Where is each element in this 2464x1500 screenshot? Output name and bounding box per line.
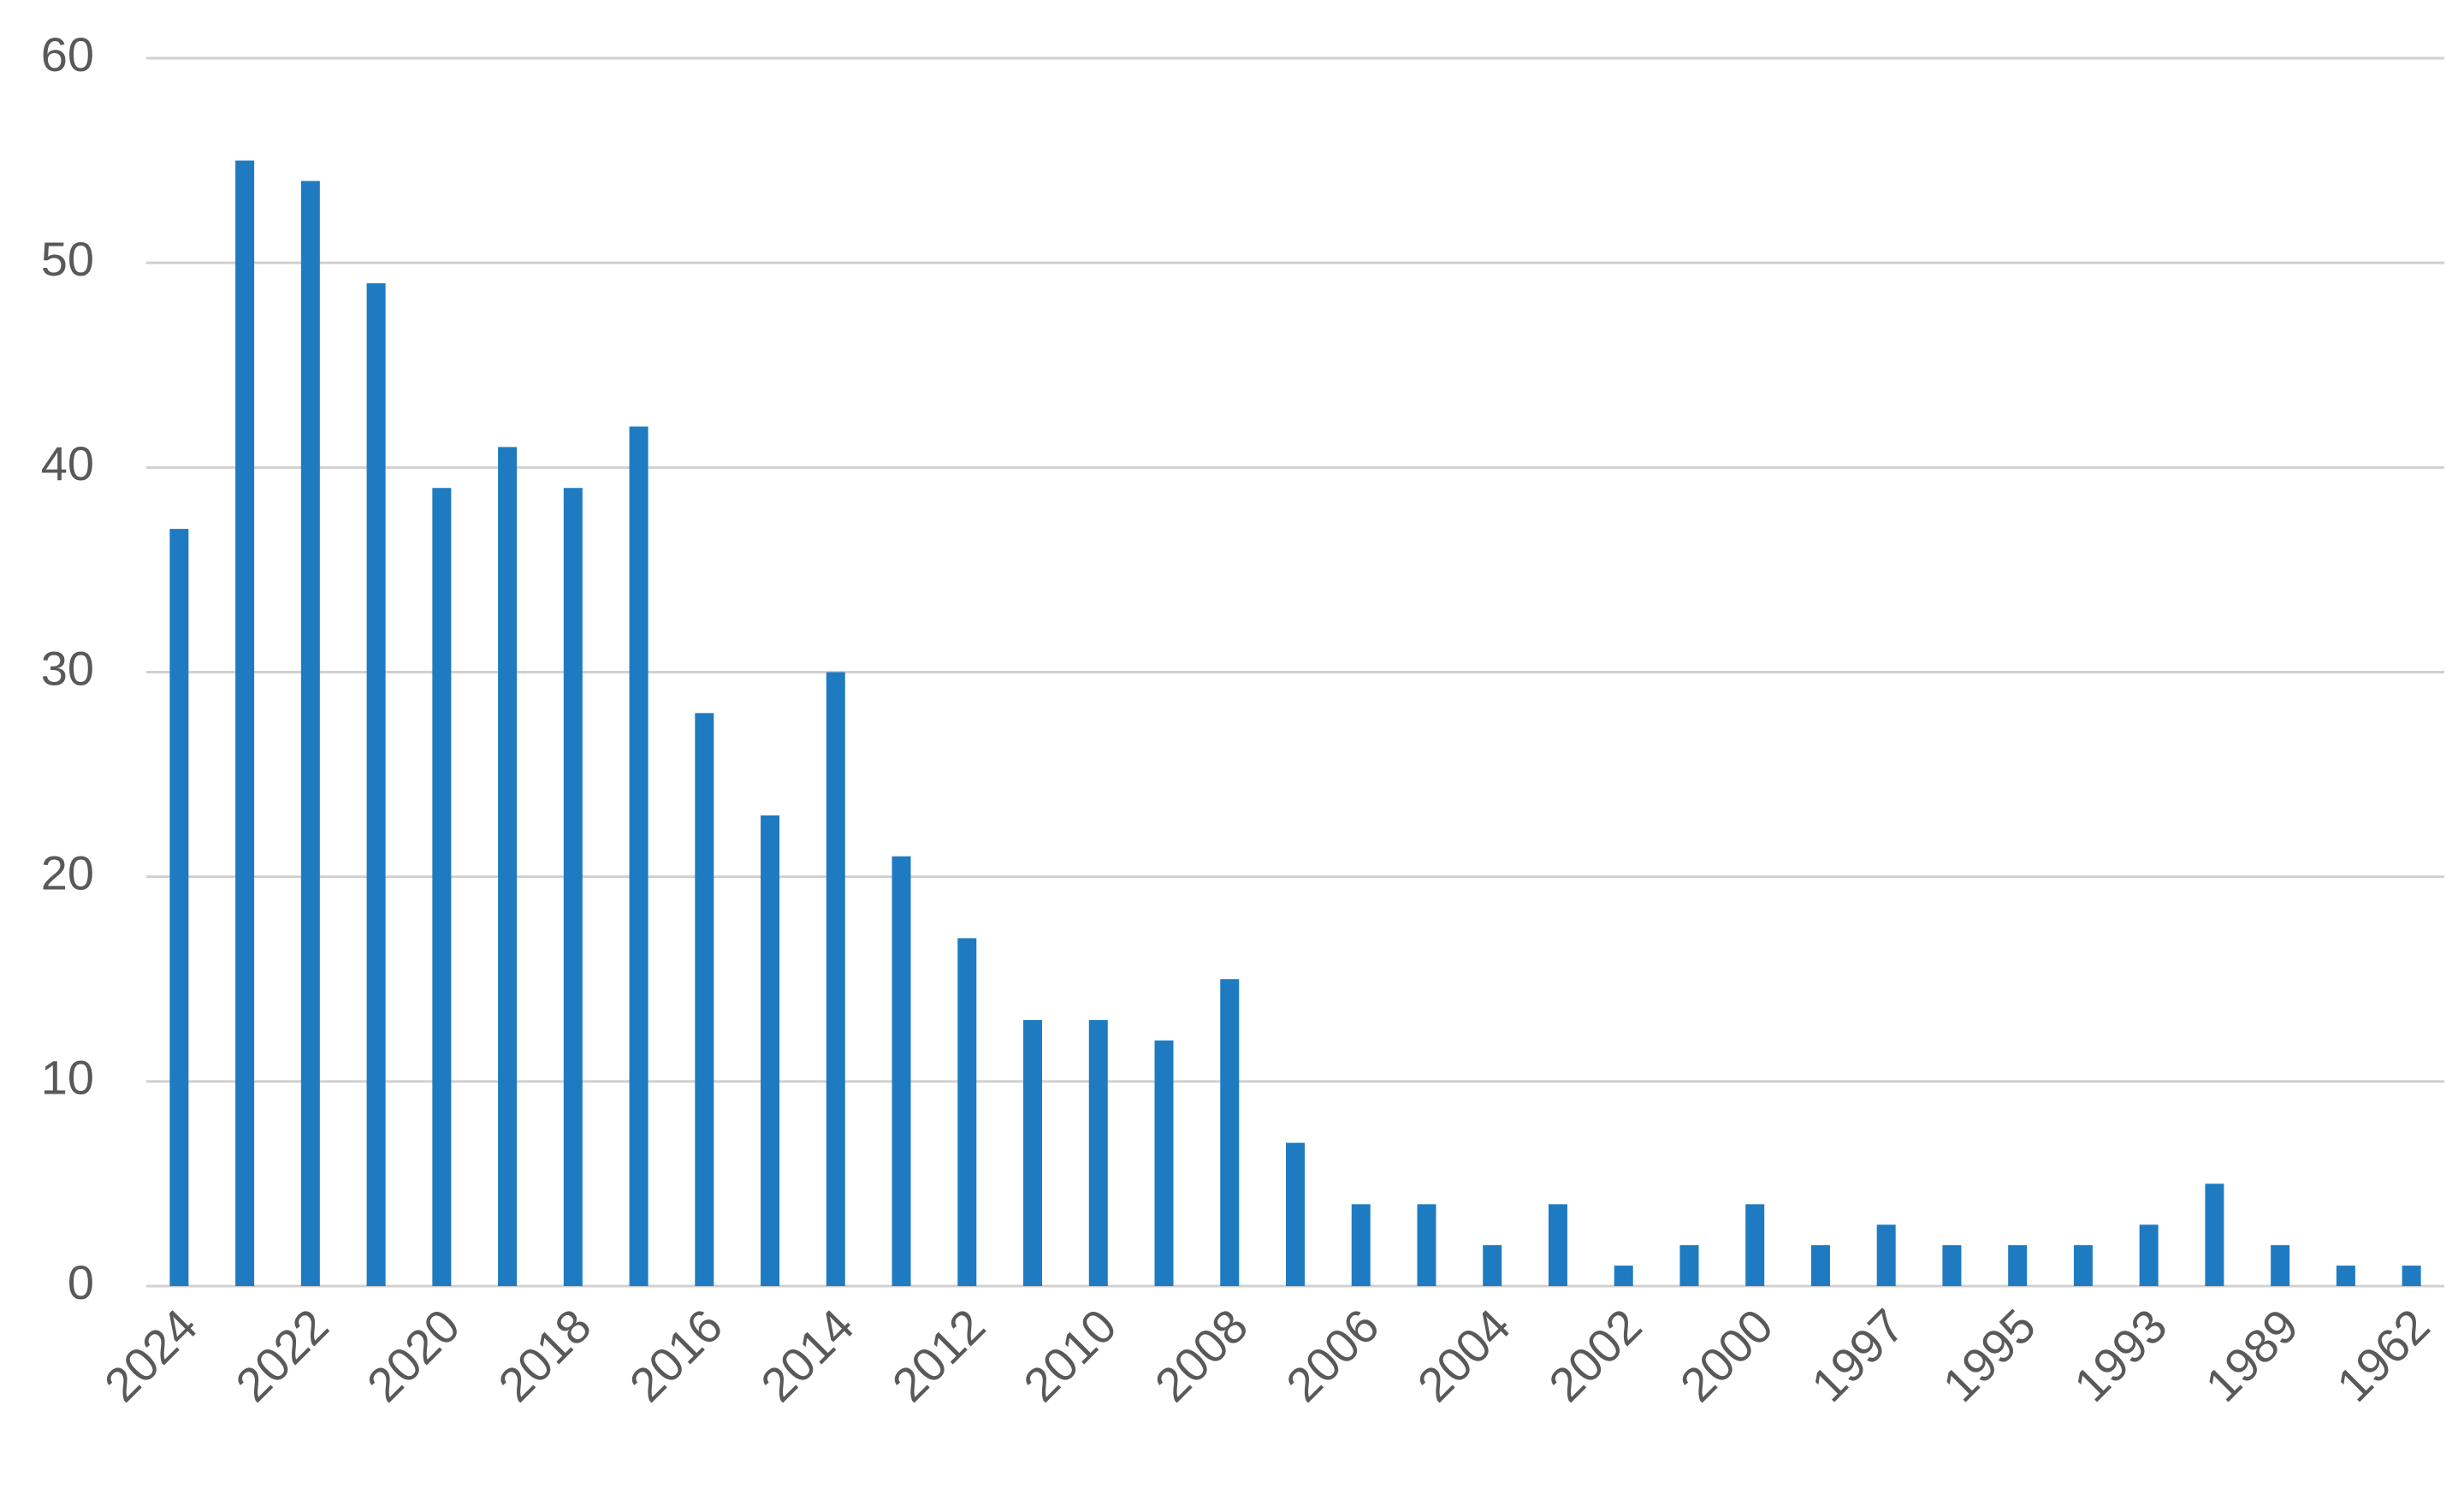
- bar: [695, 713, 714, 1286]
- y-tick-label: 0: [68, 1255, 94, 1309]
- y-tick-label: 10: [41, 1051, 94, 1105]
- x-tick-label: 2006: [1276, 1298, 1389, 1412]
- x-tick-label: 2002: [1538, 1298, 1652, 1412]
- x-tick-label: 2016: [619, 1298, 733, 1412]
- bar: [2139, 1224, 2159, 1286]
- x-tick-label: 1995: [1932, 1298, 2046, 1412]
- bar: [826, 672, 845, 1286]
- x-tick-label: 2008: [1145, 1298, 1259, 1412]
- bar: [1154, 1041, 1174, 1286]
- x-tick-label: 1993: [2064, 1298, 2177, 1412]
- y-tick-label: 40: [41, 436, 94, 490]
- bar: [891, 856, 911, 1286]
- x-tick-label: 2000: [1670, 1298, 1784, 1412]
- bar: [563, 488, 583, 1286]
- y-tick-label: 20: [41, 845, 94, 899]
- bar: [1810, 1245, 1830, 1286]
- bar: [432, 488, 452, 1286]
- x-tick-label: 1962: [2326, 1298, 2440, 1412]
- bar: [1614, 1266, 1633, 1286]
- x-tick-label: 2012: [882, 1298, 996, 1412]
- bar: [366, 283, 386, 1286]
- bar: [2402, 1266, 2421, 1286]
- bar: [2271, 1245, 2290, 1286]
- y-tick-label: 60: [41, 27, 94, 81]
- bar: [629, 426, 649, 1286]
- bar: [1679, 1245, 1699, 1286]
- bar: [1876, 1224, 1896, 1286]
- x-tick-label: 1989: [2194, 1298, 2308, 1412]
- bar: [498, 447, 518, 1286]
- x-tick-label: 2014: [750, 1298, 864, 1412]
- x-tick-label: 1997: [1801, 1298, 1915, 1412]
- bar: [235, 160, 255, 1286]
- bar: [1351, 1204, 1371, 1286]
- bar: [1942, 1245, 1962, 1286]
- bar: [1088, 1020, 1108, 1286]
- y-tick-label: 30: [41, 641, 94, 695]
- y-tick-label: 50: [41, 232, 94, 286]
- x-tick-label: 2010: [1013, 1298, 1127, 1412]
- x-tick-label: 2004: [1407, 1298, 1521, 1412]
- bar: [957, 938, 977, 1286]
- x-tick-label: 2024: [94, 1298, 208, 1412]
- bar: [2205, 1183, 2224, 1286]
- bar: [300, 181, 320, 1286]
- bar: [1220, 979, 1240, 1286]
- bar: [1483, 1245, 1502, 1286]
- bar: [2073, 1245, 2093, 1286]
- bar: [1286, 1142, 1305, 1286]
- bar: [2336, 1266, 2355, 1286]
- bar: [1417, 1204, 1436, 1286]
- x-tick-label: 2020: [357, 1298, 471, 1412]
- x-tick-label: 2022: [225, 1298, 339, 1412]
- bar: [2008, 1245, 2028, 1286]
- bar: [1745, 1204, 1765, 1286]
- bar: [1023, 1020, 1043, 1286]
- bar: [761, 815, 780, 1286]
- bar: [169, 529, 189, 1286]
- bar: [1548, 1204, 1567, 1286]
- x-tick-label: 2018: [488, 1298, 601, 1412]
